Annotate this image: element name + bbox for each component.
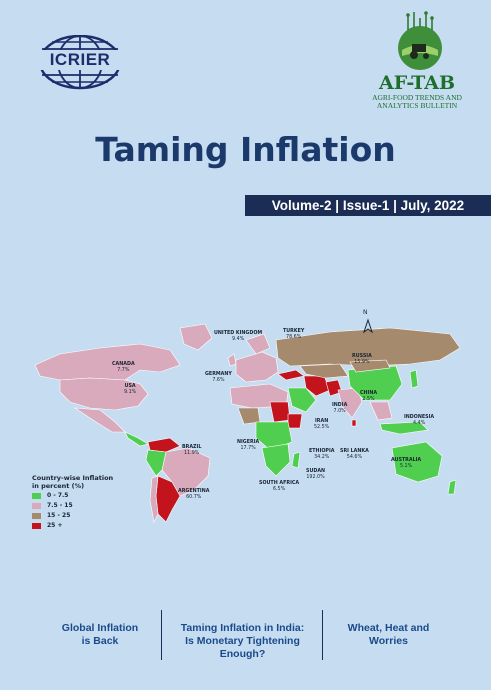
map-label-russia: RUSSIA 15.9% [352, 354, 372, 365]
north-arrow-icon [363, 318, 373, 334]
map-region-canada [34, 343, 181, 381]
map-region-peru [145, 449, 167, 477]
legend-title: Country-wise Inflation in percent (%) [32, 474, 132, 490]
map-label-indonesia: INDONESIA 4.4% [404, 415, 435, 426]
footer-article-line: Wheat, Heat and [347, 622, 430, 634]
footer-divider [322, 610, 323, 660]
footer-article-global-inflation[interactable]: Global Inflation is Back [40, 622, 160, 648]
map-region-usa [59, 377, 149, 411]
map-region-scandinavia [245, 333, 271, 355]
map-legend: Country-wise Inflation in percent (%) 0 … [32, 474, 132, 530]
map-region-southeast-asia [369, 401, 393, 421]
footer-article-line: Is Monetary Tightening [185, 635, 300, 647]
map-region-mongolia [349, 359, 391, 373]
world-inflation-map [34, 323, 461, 523]
footer-article-line: Enough? [219, 648, 266, 660]
map-label-iran: IRAN 52.5% [314, 419, 330, 430]
footer-article-wheat-heat-worries[interactable]: Wheat, Heat and Worries [326, 622, 451, 648]
map-region-indonesia [379, 421, 429, 435]
legend-title-line2: in percent (%) [32, 482, 85, 490]
map-label-china: CHINA 2.5% [360, 391, 378, 402]
map-label-sudan: SUDAN 192.0% [306, 469, 326, 480]
legend-item: 7.5 - 15 [32, 501, 132, 510]
map-region-greenland [179, 323, 213, 351]
legend-label: 15 - 25 [47, 512, 71, 519]
legend-label: 7.5 - 15 [47, 502, 73, 509]
map-region-russia [275, 327, 461, 367]
map-region-venezuela [147, 437, 181, 453]
footer-article-line: Taming Inflation in India: [180, 622, 305, 634]
legend-swatch [32, 492, 41, 499]
map-label-argentina: ARGENTINA 60.7% [178, 489, 210, 500]
map-label-germany: GERMANY 7.6% [205, 372, 232, 383]
map-region-china [347, 365, 403, 401]
cover-title: Taming Inflation [95, 130, 396, 169]
map-label-brazil: BRAZIL 11.9% [182, 445, 202, 456]
map-region-sudan [269, 401, 291, 423]
map-region-chile [149, 475, 159, 523]
legend-title-line1: Country-wise Inflation [32, 474, 114, 482]
aftab-subtitle-line1: AGRI-FOOD TRENDS AND [372, 93, 462, 102]
legend-item: 15 - 25 [32, 511, 132, 520]
map-region-uk [227, 353, 237, 367]
map-region-australia [391, 441, 443, 483]
legend-swatch [32, 502, 41, 509]
map-region-ethiopia [287, 413, 303, 429]
legend-label: 0 - 7.5 [47, 492, 69, 499]
map-label-united-kingdom: UNITED KINGDOM 9.4% [214, 331, 263, 342]
north-label: N [363, 309, 368, 316]
map-label-india: INDIA 7.0% [332, 403, 348, 414]
footer-divider [161, 610, 162, 660]
legend-item: 0 - 7.5 [32, 491, 132, 500]
footer-article-taming-inflation-india[interactable]: Taming Inflation in India: Is Monetary T… [165, 622, 320, 661]
map-region-central-america [124, 431, 149, 447]
aftab-subtitle: AGRI-FOOD TRENDS AND ANALYTICS BULLETIN [358, 94, 476, 110]
map-label-ethiopia: ETHIOPIA 34.2% [309, 449, 335, 460]
map-label-sri-lanka: SRI LANKA 54.6% [340, 449, 369, 460]
legend-item: 25 + [32, 521, 132, 530]
map-label-australia: AUSTRALIA 5.1% [391, 458, 422, 469]
map-label-canada: CANADA 7.7% [112, 362, 135, 373]
map-label-nigeria: NIGERIA 17.7% [237, 440, 260, 451]
volume-band: Volume-2 | Issue-1 | July, 2022 [245, 195, 491, 216]
map-label-turkey: TURKEY 78.6% [283, 329, 305, 340]
footer-article-line: Worries [369, 635, 408, 647]
legend-swatch [32, 512, 41, 519]
footer-article-line: Global Inflation [61, 622, 139, 634]
aftab-title: AF-TAB [378, 72, 456, 94]
map-label-south-africa: SOUTH AFRICA 6.5% [259, 481, 300, 492]
aftab-subtitle-line2: ANALYTICS BULLETIN [376, 101, 458, 110]
map-region-brazil [161, 447, 211, 497]
legend-swatch [32, 522, 41, 529]
map-region-japan [409, 369, 419, 389]
map-region-europe [235, 351, 279, 383]
map-region-mexico [73, 407, 126, 433]
aftab-tractor-logo [398, 11, 442, 70]
map-region-arabia [287, 387, 317, 413]
map-region-new-zealand [447, 479, 457, 495]
map-region-southern-africa [261, 443, 291, 477]
map-region-central-asia [299, 363, 349, 379]
footer-article-line: is Back [81, 635, 119, 647]
icrier-logo-text: ICRIER [36, 50, 124, 70]
map-label-usa: USA 9.1% [124, 384, 137, 395]
map-region-turkey [277, 369, 305, 381]
legend-label: 25 + [47, 522, 63, 529]
map-region-sri-lanka [351, 419, 357, 427]
map-region-madagascar [291, 451, 301, 469]
map-region-nigeria [237, 407, 261, 425]
